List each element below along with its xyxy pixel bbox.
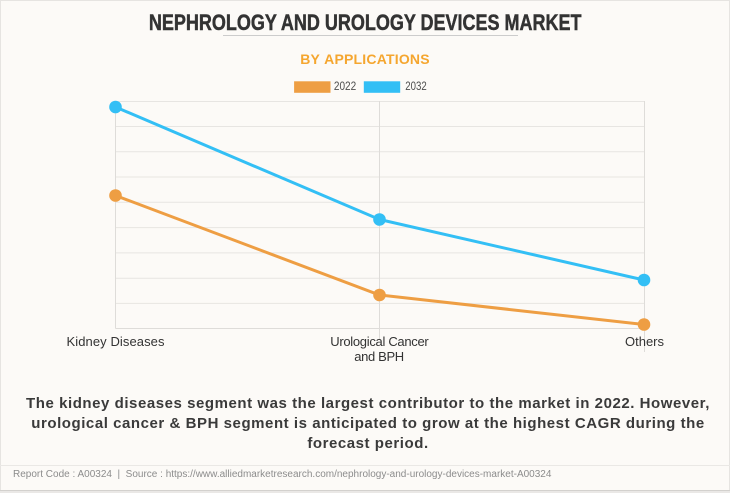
svg-text:and BPH: and BPH [354, 349, 404, 364]
svg-text:2032: 2032 [405, 79, 426, 93]
svg-text:Urological Cancer: Urological Cancer [330, 334, 429, 349]
svg-text:Kidney Diseases: Kidney Diseases [67, 334, 166, 349]
svg-text:2022: 2022 [334, 79, 356, 93]
svg-text:Others: Others [625, 334, 665, 349]
